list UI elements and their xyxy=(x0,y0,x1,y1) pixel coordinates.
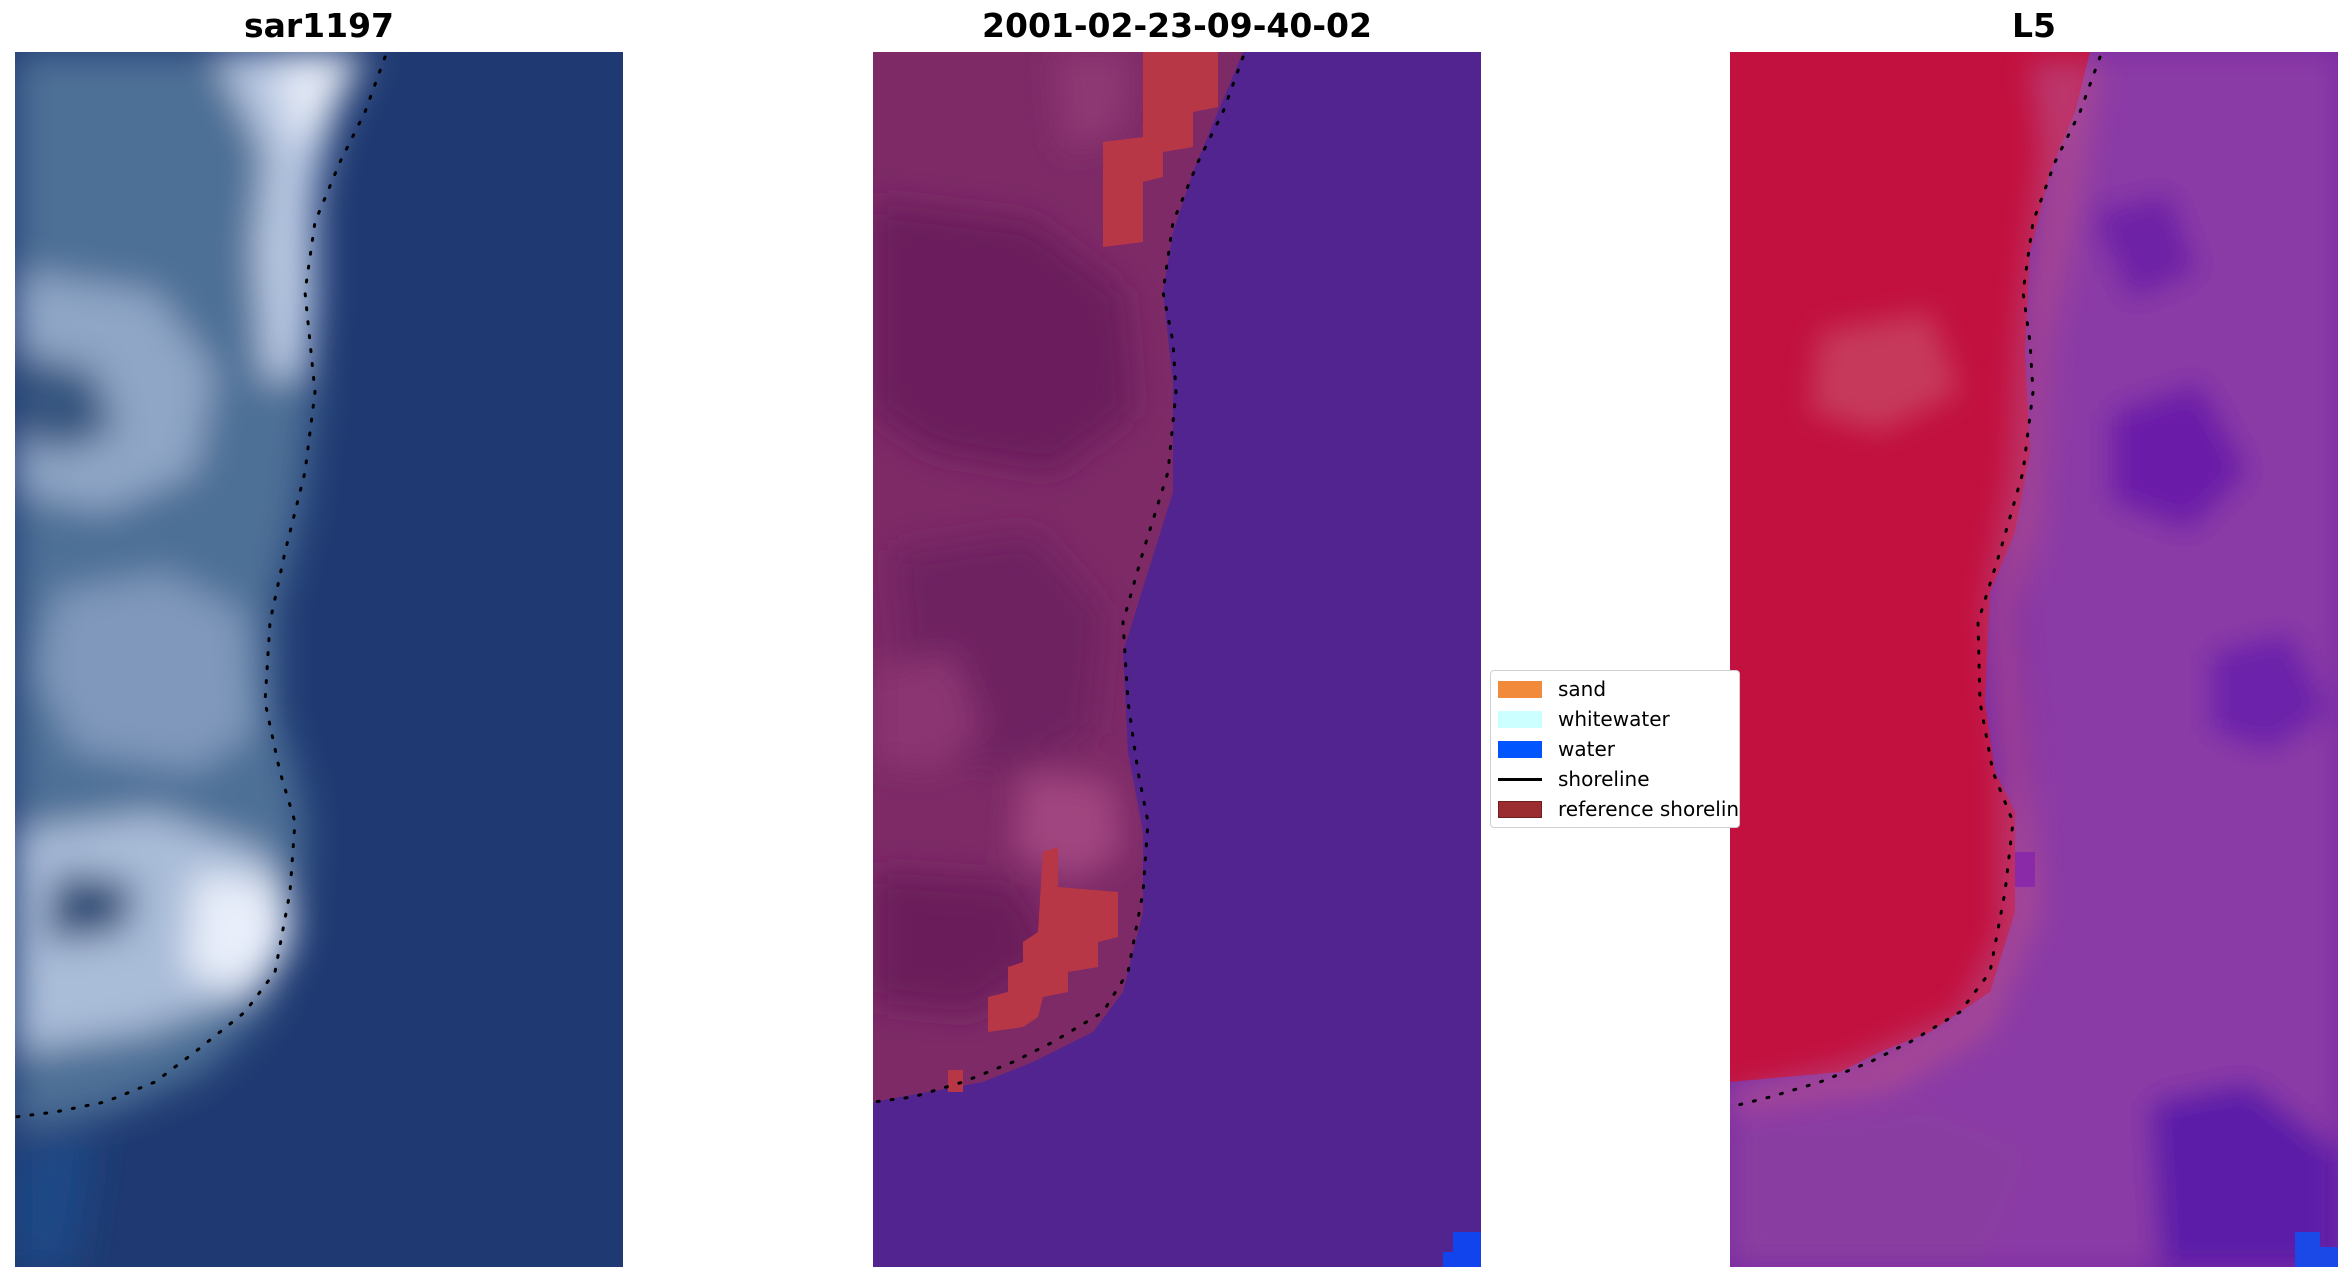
legend-item-sand: sand xyxy=(1498,677,1606,701)
sand-swatch xyxy=(1498,680,1542,698)
whitewater-swatch xyxy=(1498,710,1542,728)
classified-image-panel xyxy=(873,52,1481,1267)
rgb-image-panel xyxy=(15,52,623,1267)
legend-label-water: water xyxy=(1558,737,1615,761)
legend-label-shoreline: shoreline xyxy=(1558,767,1650,791)
legend-item-whitewater: whitewater xyxy=(1498,707,1670,731)
water-swatch xyxy=(1498,740,1542,758)
reference-shoreline-swatch xyxy=(1498,800,1542,818)
legend-item-shoreline: shoreline xyxy=(1498,767,1650,791)
legend-label-whitewater: whitewater xyxy=(1558,707,1670,731)
legend-label-reference-shoreline: reference shoreline xyxy=(1558,797,1740,821)
shoreline-swatch xyxy=(1498,777,1542,781)
legend-label-sand: sand xyxy=(1558,677,1607,701)
index-image-panel xyxy=(1730,52,2338,1267)
legend-item-reference-shoreline: reference shoreline xyxy=(1498,797,1740,821)
panel-title-rgb: sar1197 xyxy=(243,6,395,45)
legend-item-water: water xyxy=(1498,737,1615,761)
legend: sand whitewater water shoreline referenc… xyxy=(1490,670,1740,828)
panel-title-classified: 2001-02-23-09-40-02 xyxy=(982,6,1372,45)
panel-title-index: L5 xyxy=(2012,6,2056,45)
